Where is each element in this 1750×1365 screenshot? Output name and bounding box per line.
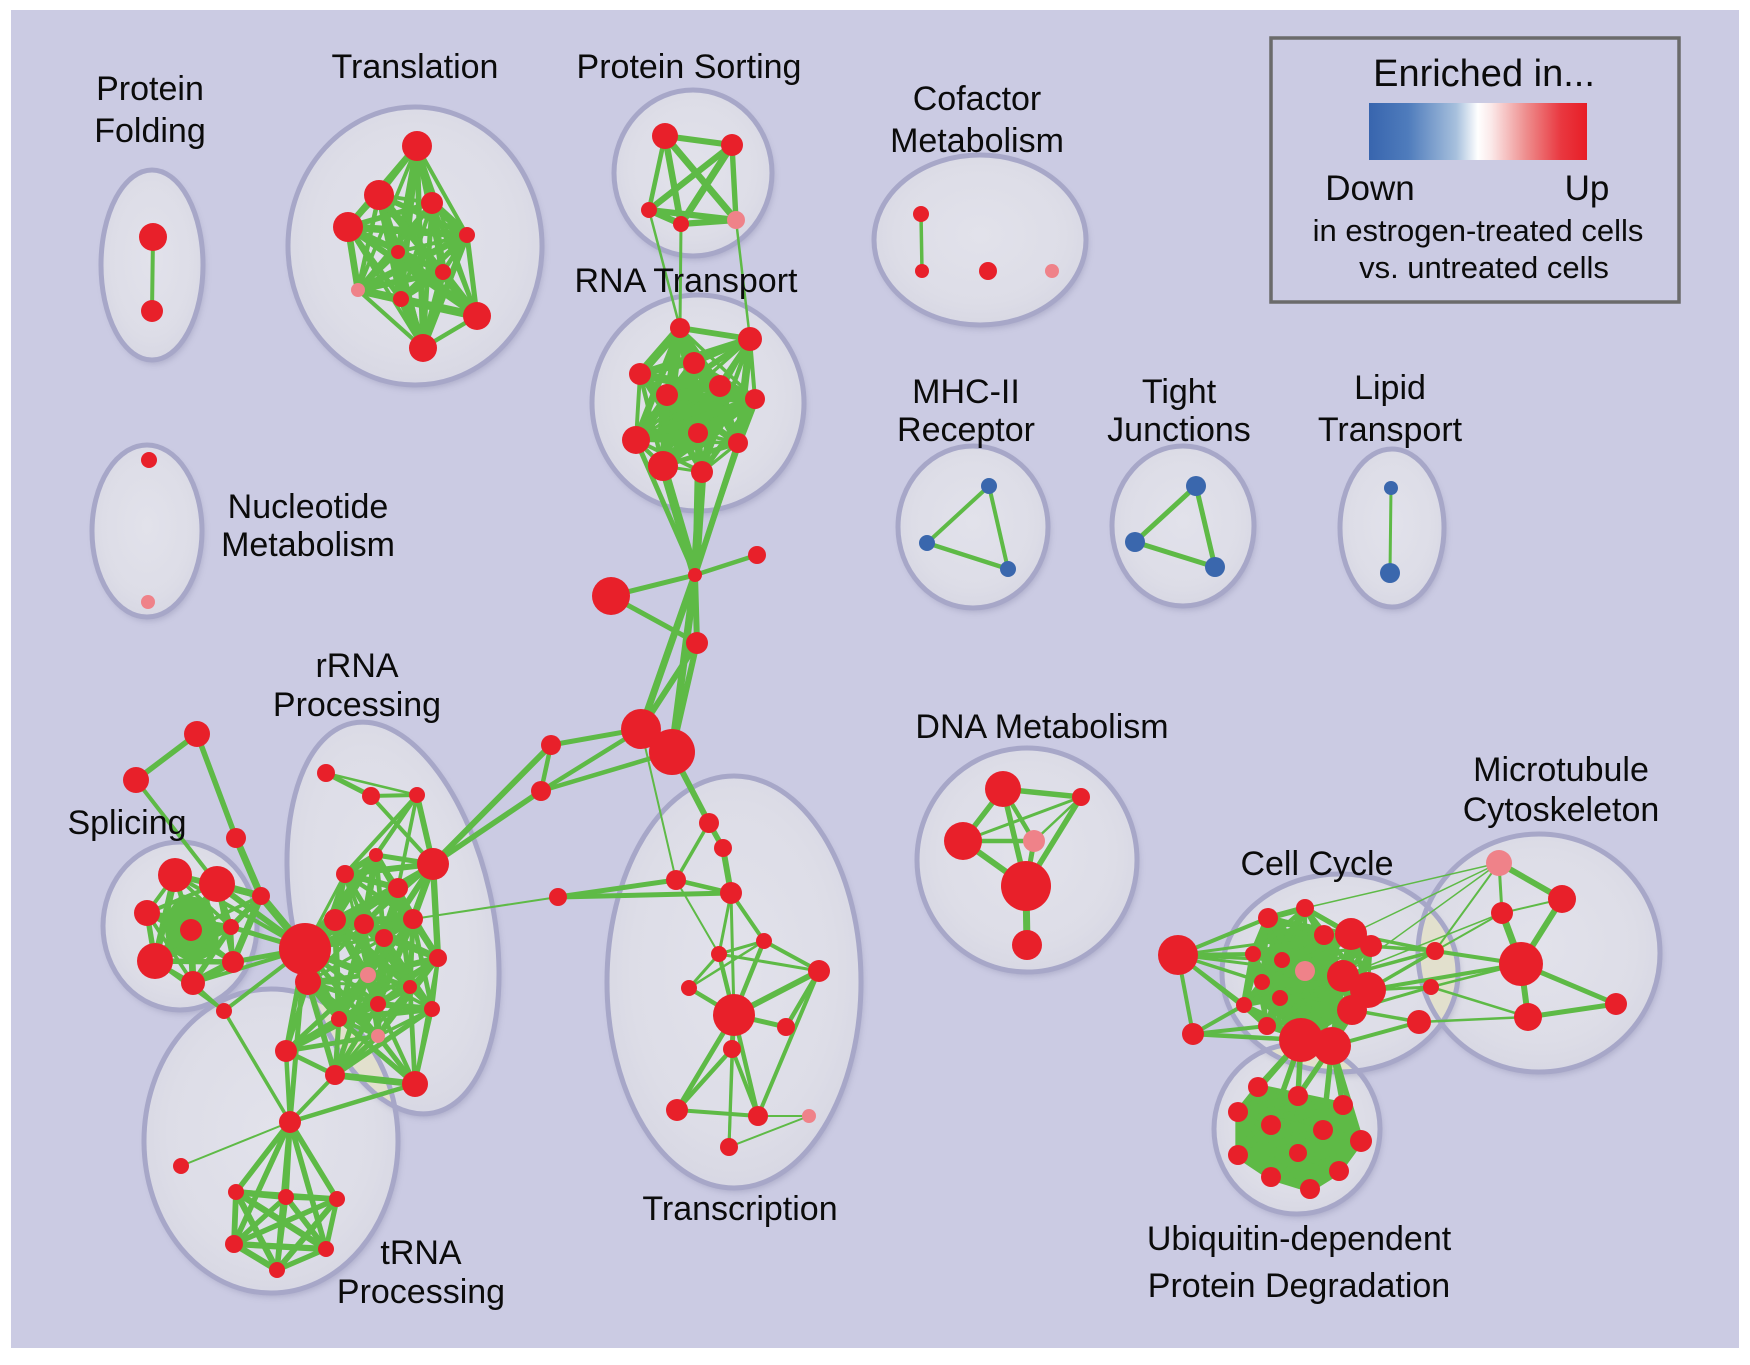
- svg-text:in estrogen-treated cells: in estrogen-treated cells: [1313, 213, 1644, 248]
- svg-text:Transcription: Transcription: [642, 1190, 837, 1228]
- svg-text:Down: Down: [1325, 169, 1414, 208]
- svg-text:Cell Cycle: Cell Cycle: [1240, 845, 1393, 883]
- svg-text:RNA Transport: RNA Transport: [575, 262, 799, 300]
- svg-text:rRNA: rRNA: [315, 647, 398, 685]
- svg-text:Cofactor: Cofactor: [913, 80, 1042, 118]
- svg-text:Translation: Translation: [332, 48, 499, 86]
- svg-text:Processing: Processing: [337, 1273, 505, 1311]
- svg-text:Processing: Processing: [273, 686, 441, 724]
- svg-text:Lipid: Lipid: [1354, 369, 1426, 407]
- svg-text:Up: Up: [1565, 169, 1610, 208]
- svg-text:Protein Sorting: Protein Sorting: [577, 48, 802, 86]
- svg-text:DNA Metabolism: DNA Metabolism: [915, 708, 1168, 746]
- svg-text:Enriched in...: Enriched in...: [1373, 53, 1595, 95]
- svg-text:Metabolism: Metabolism: [890, 122, 1064, 160]
- svg-text:Protein Degradation: Protein Degradation: [1148, 1267, 1450, 1305]
- svg-text:Metabolism: Metabolism: [221, 526, 395, 564]
- svg-text:Microtubule: Microtubule: [1473, 751, 1649, 789]
- svg-text:Tight: Tight: [1142, 373, 1217, 411]
- svg-text:vs. untreated cells: vs. untreated cells: [1359, 250, 1609, 285]
- svg-text:Ubiquitin-dependent: Ubiquitin-dependent: [1147, 1220, 1452, 1258]
- svg-text:tRNA: tRNA: [380, 1234, 462, 1272]
- svg-text:Receptor: Receptor: [897, 411, 1035, 449]
- svg-text:Folding: Folding: [94, 112, 206, 150]
- svg-text:Cytoskeleton: Cytoskeleton: [1463, 791, 1660, 829]
- svg-text:MHC-II: MHC-II: [912, 373, 1020, 411]
- svg-text:Splicing: Splicing: [67, 804, 186, 842]
- svg-text:Protein: Protein: [96, 70, 204, 108]
- svg-text:Junctions: Junctions: [1107, 411, 1251, 449]
- svg-text:Transport: Transport: [1318, 411, 1463, 449]
- svg-text:Nucleotide: Nucleotide: [228, 488, 389, 526]
